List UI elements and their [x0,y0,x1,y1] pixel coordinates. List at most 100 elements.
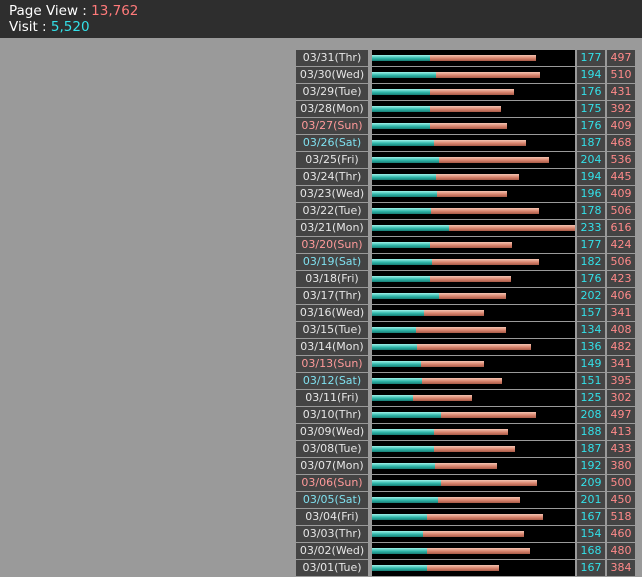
chart-row: 03/19(Sat) 182 506 [0,254,642,271]
chart-row: 03/14(Mon) 136 482 [0,339,642,356]
page-view-bar [372,225,575,231]
page-view-bar [372,565,499,571]
visit-bar [372,327,416,333]
page-view-count: 500 [607,475,635,491]
bar-track [372,322,575,338]
bar-track [372,67,575,83]
bar-track [372,458,575,474]
bar-track [372,152,575,168]
page-view-bar [372,378,502,384]
visit-bar [372,497,438,503]
visit-bar [372,446,434,452]
bar-track [372,135,575,151]
page-view-bar [372,395,472,401]
date-label: 03/15(Tue) [296,322,368,338]
chart-row: 03/13(Sun) 149 341 [0,356,642,373]
date-label: 03/13(Sun) [296,356,368,372]
chart-row: 03/04(Fri) 167 518 [0,509,642,526]
date-label: 03/05(Sat) [296,492,368,508]
visit-count: 154 [577,526,605,542]
page-view-bar [372,327,506,333]
visit-bar [372,140,434,146]
bar-track [372,492,575,508]
page-view-bar [372,174,519,180]
bar-track [372,424,575,440]
bar-track [372,475,575,491]
chart-row: 03/27(Sun) 176 409 [0,118,642,135]
visit-bar [372,514,427,520]
page-view-count: 302 [607,390,635,406]
date-label: 03/31(Thr) [296,50,368,66]
page-view-count: 497 [607,407,635,423]
date-label: 03/09(Wed) [296,424,368,440]
page-view-bar [372,242,512,248]
chart-row: 03/02(Wed) 168 480 [0,543,642,560]
visit-count: 194 [577,67,605,83]
visit-count: 136 [577,339,605,355]
visit-bar [372,531,423,537]
visit-bar [372,293,439,299]
page-view-count: 616 [607,220,635,236]
chart-row: 03/30(Wed) 194 510 [0,67,642,84]
bar-track [372,118,575,134]
date-label: 03/18(Fri) [296,271,368,287]
bar-track [372,305,575,321]
date-label: 03/04(Fri) [296,509,368,525]
chart-row: 03/10(Thr) 208 497 [0,407,642,424]
page-view-count: 341 [607,356,635,372]
visit-count: 125 [577,390,605,406]
bar-track [372,373,575,389]
visit-count: 175 [577,101,605,117]
page-view-count: 510 [607,67,635,83]
page-view-bar [372,446,515,452]
page-view-bar [372,497,520,503]
visit-bar [372,276,430,282]
visit-count: 134 [577,322,605,338]
visit-value: 5,520 [50,19,90,35]
visit-count: 176 [577,271,605,287]
bar-track [372,560,575,576]
visit-count: 201 [577,492,605,508]
page-view-bar [372,548,530,554]
visit-bar [372,225,449,231]
visit-count: 178 [577,203,605,219]
page-view-bar [372,140,526,146]
chart-row: 03/17(Thr) 202 406 [0,288,642,305]
bar-track [372,101,575,117]
page-view-count: 431 [607,84,635,100]
date-label: 03/22(Tue) [296,203,368,219]
visit-bar [372,429,434,435]
bar-track [372,288,575,304]
visit-count: 177 [577,50,605,66]
date-label: 03/28(Mon) [296,101,368,117]
visit-bar [372,89,430,95]
date-label: 03/16(Wed) [296,305,368,321]
page-view-bar [372,480,537,486]
stats-header: Page View : 13,762 Visit : 5,520 [0,0,642,38]
chart-row: 03/12(Sat) 151 395 [0,373,642,390]
chart-row: 03/05(Sat) 201 450 [0,492,642,509]
visit-count: 187 [577,441,605,457]
visit-bar [372,565,427,571]
bar-track [372,84,575,100]
visit-bar [372,123,430,129]
page-view-value: 13,762 [91,3,139,19]
date-label: 03/02(Wed) [296,543,368,559]
visit-bar [372,548,427,554]
page-view-total: Page View : 13,762 [9,3,138,20]
chart-row: 03/06(Sun) 209 500 [0,475,642,492]
visit-bar [372,242,430,248]
bar-track [372,509,575,525]
page-view-count: 413 [607,424,635,440]
visit-bar [372,174,436,180]
chart-row: 03/09(Wed) 188 413 [0,424,642,441]
chart-row: 03/03(Thr) 154 460 [0,526,642,543]
chart-row: 03/22(Tue) 178 506 [0,203,642,220]
date-label: 03/01(Tue) [296,560,368,576]
visit-bar [372,378,422,384]
chart-row: 03/16(Wed) 157 341 [0,305,642,322]
visit-bar [372,344,417,350]
date-label: 03/24(Thr) [296,169,368,185]
page-view-bar [372,72,540,78]
bar-track [372,271,575,287]
